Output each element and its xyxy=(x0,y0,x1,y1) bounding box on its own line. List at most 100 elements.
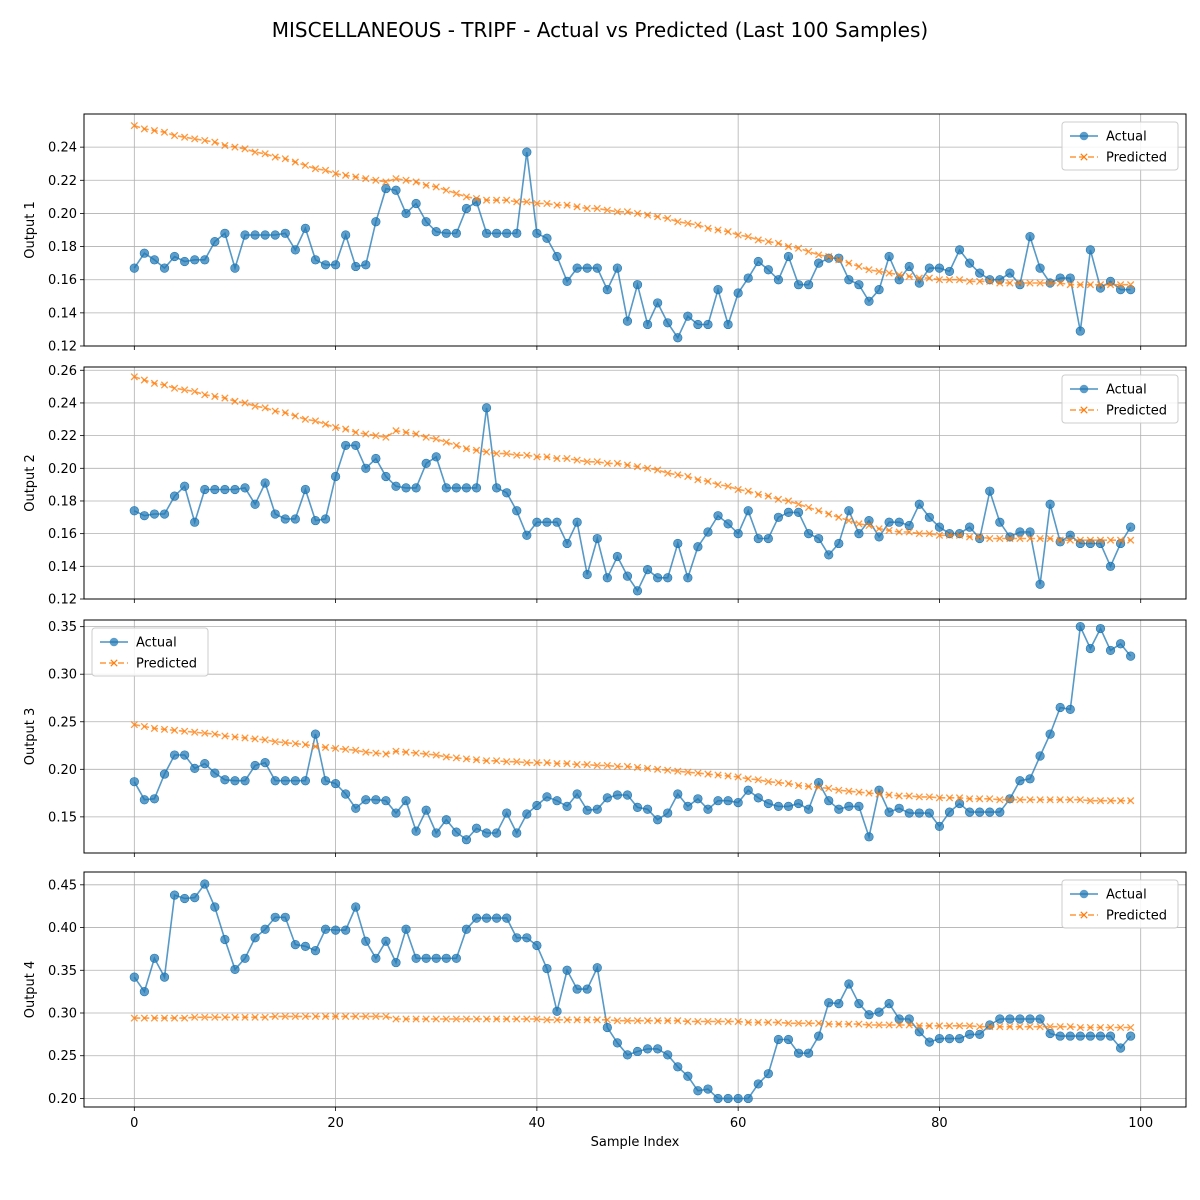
actual-point xyxy=(773,275,784,285)
actual-point xyxy=(894,803,904,813)
actual-point xyxy=(703,527,713,537)
actual-point xyxy=(190,893,200,903)
actual-point xyxy=(763,265,773,275)
actual-point xyxy=(985,1020,995,1030)
y-tick-label: 0.18 xyxy=(48,240,77,255)
actual-point xyxy=(693,319,703,330)
predicted-point xyxy=(613,208,622,216)
actual-point xyxy=(612,551,622,562)
actual-point xyxy=(240,776,250,786)
actual-point xyxy=(944,266,955,277)
predicted-point xyxy=(452,1015,461,1023)
actual-point xyxy=(763,533,773,544)
predicted-point xyxy=(543,199,551,208)
predicted-point xyxy=(291,412,300,420)
actual-point xyxy=(854,529,864,539)
predicted-point xyxy=(492,449,501,458)
actual-point xyxy=(975,1029,985,1039)
predicted-point xyxy=(191,1013,199,1021)
predicted-point xyxy=(281,409,289,417)
legend-predicted-marker xyxy=(1080,153,1088,161)
actual-point xyxy=(280,514,290,524)
actual-point xyxy=(874,285,884,295)
actual-point xyxy=(361,463,371,473)
predicted-point xyxy=(583,1016,591,1024)
actual-point xyxy=(270,509,280,519)
predicted-point xyxy=(1046,279,1054,287)
predicted-point xyxy=(553,201,561,209)
actual-point xyxy=(773,1034,784,1045)
predicted-point xyxy=(362,430,370,438)
predicted-point xyxy=(482,1015,491,1023)
predicted-point xyxy=(674,767,682,775)
actual-point xyxy=(783,251,794,262)
predicted-point xyxy=(1036,279,1044,287)
actual-point xyxy=(894,275,904,285)
x-tick-label: 80 xyxy=(931,1116,948,1131)
plot-frame xyxy=(83,871,1187,1108)
actual-point xyxy=(965,258,975,268)
predicted-point xyxy=(1056,796,1064,804)
predicted-point xyxy=(945,276,954,284)
actual-point xyxy=(1005,794,1015,804)
actual-point xyxy=(230,964,240,975)
predicted-point xyxy=(1026,534,1034,543)
actual-point xyxy=(612,790,622,800)
actual-point xyxy=(944,1034,955,1044)
y-tick-label: 0.24 xyxy=(48,396,77,411)
predicted-point xyxy=(885,791,893,799)
actual-point xyxy=(1085,538,1095,549)
actual-point xyxy=(532,228,542,238)
actual-point xyxy=(532,517,542,527)
predicted-point xyxy=(180,386,189,394)
predicted-point xyxy=(935,531,944,539)
predicted-point xyxy=(885,269,893,277)
predicted-point xyxy=(412,749,420,757)
actual-point xyxy=(250,760,260,771)
actual-point xyxy=(622,1050,633,1060)
predicted-point xyxy=(835,256,843,264)
predicted-point xyxy=(664,214,672,223)
predicted-point xyxy=(422,750,430,758)
actual-point xyxy=(683,311,693,321)
actual-point xyxy=(753,793,763,803)
actual-point xyxy=(280,776,290,786)
actual-point xyxy=(542,792,552,802)
predicted-point xyxy=(563,454,571,463)
actual-point xyxy=(904,520,914,531)
predicted-point xyxy=(241,1013,249,1021)
predicted-point xyxy=(352,428,360,437)
predicted-point xyxy=(905,272,913,281)
predicted-point xyxy=(996,534,1004,543)
predicted-point xyxy=(855,788,863,796)
predicted-point xyxy=(261,404,269,412)
predicted-point xyxy=(794,244,803,252)
actual-point xyxy=(642,1044,653,1054)
predicted-point xyxy=(1106,281,1115,289)
predicted-point xyxy=(503,758,511,766)
predicted-point xyxy=(563,1016,571,1024)
predicted-point xyxy=(764,492,773,500)
legend-label: Actual xyxy=(1106,888,1147,903)
y-tick-label: 0.18 xyxy=(48,494,77,509)
predicted-point xyxy=(895,528,903,536)
actual-point xyxy=(159,769,170,779)
actual-point xyxy=(552,1006,562,1016)
actual-point xyxy=(149,509,160,519)
predicted-point xyxy=(452,441,461,450)
predicted-point xyxy=(513,1015,521,1023)
predicted-point xyxy=(704,770,712,778)
actual-point xyxy=(995,1014,1005,1024)
predicted-point xyxy=(422,1015,430,1023)
actual-point xyxy=(341,440,351,451)
actual-point xyxy=(300,223,311,233)
predicted-point xyxy=(976,1023,984,1031)
legend-label: Actual xyxy=(1106,130,1147,145)
predicted-point xyxy=(845,516,853,525)
actual-point xyxy=(713,1093,723,1104)
actual-point xyxy=(431,828,441,838)
predicted-point xyxy=(754,490,762,499)
actual-point xyxy=(743,273,753,283)
predicted-point xyxy=(1116,1023,1125,1032)
actual-point xyxy=(159,509,170,519)
